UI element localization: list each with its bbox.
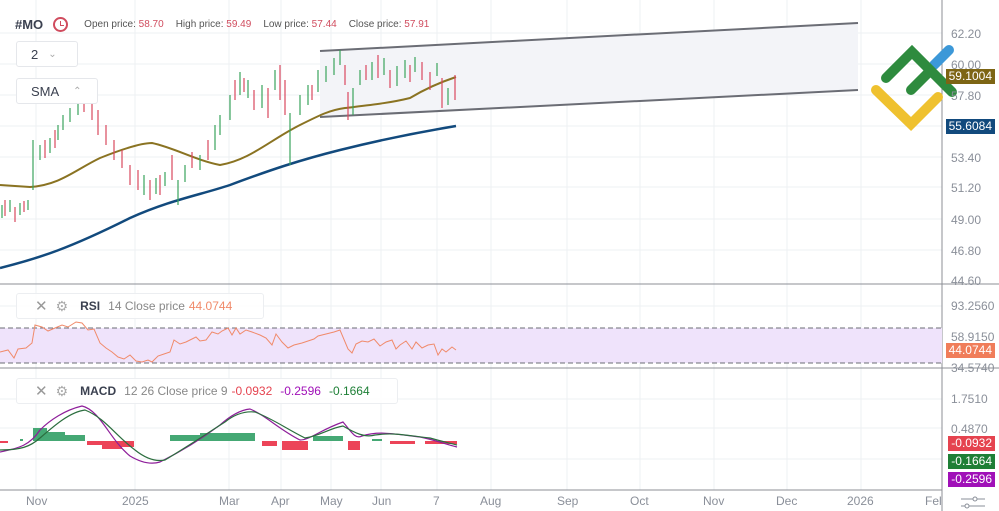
- macd-hist-tag: -0.0932: [948, 436, 995, 451]
- candles: [1, 50, 456, 222]
- rsi-value-tag: 44.0744: [945, 343, 995, 358]
- chevron-up-icon: ⌃: [73, 85, 82, 97]
- indicator-dropdown[interactable]: SMA ⌃: [16, 78, 98, 104]
- ticker-symbol: #MO: [15, 17, 44, 32]
- interval-dropdown[interactable]: 2 ⌄: [16, 41, 78, 67]
- channel-lower-line: [319, 89, 859, 118]
- rsi-line: [0, 321, 457, 363]
- close-icon[interactable]: ✕: [35, 298, 48, 315]
- rsi-band: [0, 328, 942, 363]
- open-price: Open price: 58.70: [84, 19, 164, 30]
- macd-legend: ✕ ⚙ MACD 12 26 Close price 9 -0.0932 -0.…: [16, 378, 398, 404]
- sma-slow-line: [0, 124, 457, 270]
- high-price: High price: 59.49: [175, 19, 252, 30]
- ohlc-header: #MO Open price: 58.70 High price: 59.49 …: [15, 17, 429, 32]
- sma-fast-value-tag: 59.1004: [945, 69, 995, 84]
- macd-line: [0, 409, 458, 462]
- macd-line-tag: -0.1664: [948, 454, 995, 469]
- close-price: Close price: 57.91: [348, 19, 430, 30]
- gear-icon[interactable]: ⚙: [55, 382, 69, 399]
- low-price: Low price: 57.44: [263, 19, 337, 30]
- sma-fast-line: [0, 76, 457, 189]
- rsi-legend: ✕ ⚙ RSI 14 Close price 44.0744: [16, 293, 264, 319]
- history-clock-icon[interactable]: [53, 17, 69, 32]
- macd-signal-tag: -0.2596: [948, 472, 995, 487]
- macd-histogram: [0, 428, 457, 450]
- chevron-down-icon: ⌄: [48, 48, 57, 60]
- axis-settings-icon: [961, 496, 985, 509]
- close-icon[interactable]: ✕: [35, 383, 48, 400]
- brand-logo-icon: [871, 44, 957, 132]
- gear-icon[interactable]: ⚙: [55, 297, 69, 314]
- channel-upper-line: [319, 22, 859, 52]
- sma-slow-value-tag: 55.6084: [945, 119, 995, 134]
